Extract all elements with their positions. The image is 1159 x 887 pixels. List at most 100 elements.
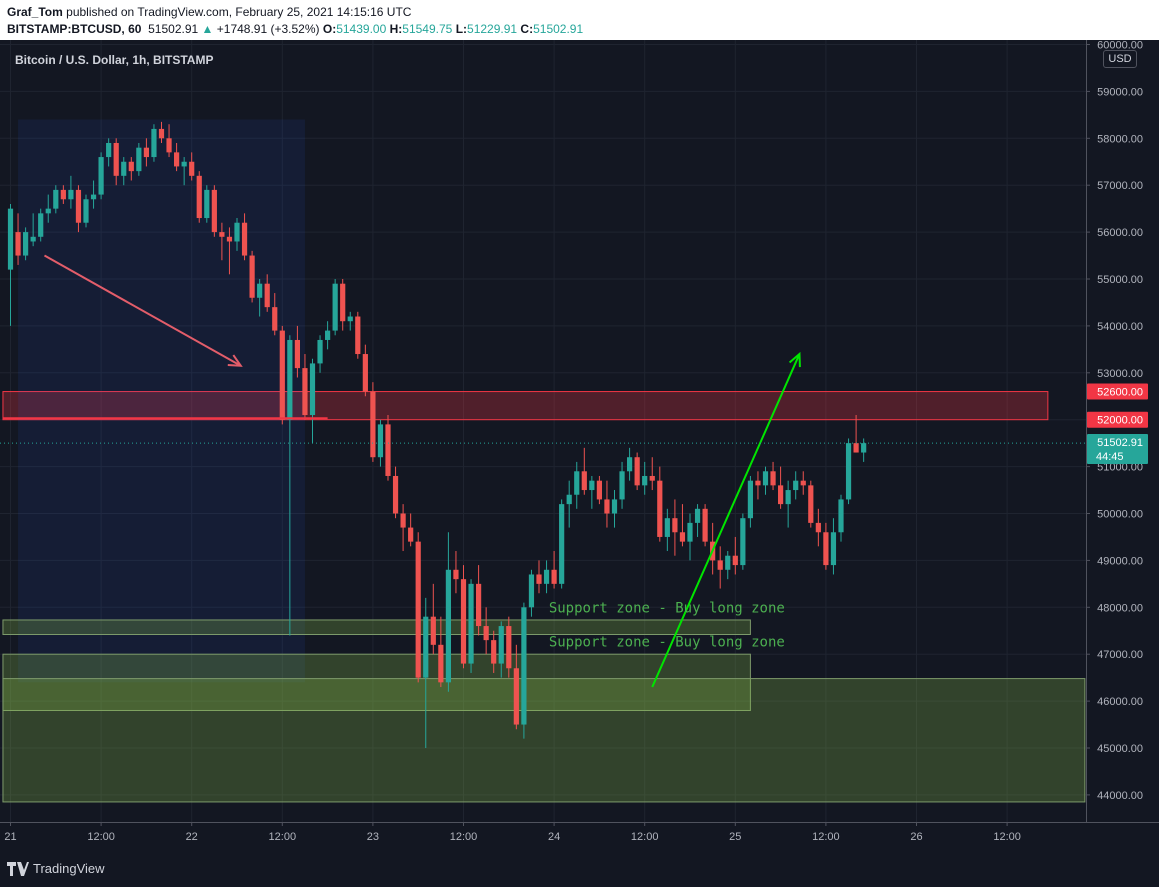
candle[interactable] (755, 471, 761, 500)
candle[interactable] (657, 466, 663, 542)
candle[interactable] (596, 475, 602, 505)
candle[interactable] (272, 293, 278, 336)
candle[interactable] (113, 138, 119, 186)
candle[interactable] (543, 560, 550, 594)
candle[interactable] (438, 616, 444, 688)
candle[interactable] (815, 508, 821, 547)
candle[interactable] (445, 532, 451, 692)
candle[interactable] (528, 569, 535, 617)
candle[interactable] (536, 560, 542, 594)
candle[interactable] (793, 471, 799, 500)
candle[interactable] (687, 513, 693, 561)
candle[interactable] (332, 279, 338, 336)
candle[interactable] (166, 124, 172, 158)
candle[interactable] (823, 522, 829, 570)
candle[interactable] (90, 180, 97, 209)
candle[interactable] (340, 279, 346, 331)
candle[interactable] (762, 466, 769, 495)
candle[interactable] (234, 218, 240, 251)
price-chart[interactable]: Support zone - Buy long zone Support zone… (0, 40, 1159, 852)
candle[interactable] (634, 452, 640, 491)
candle[interactable] (649, 457, 655, 491)
support-zone[interactable] (2, 678, 1086, 803)
currency-button[interactable]: USD (1103, 50, 1137, 68)
candle[interactable] (38, 208, 44, 242)
candle[interactable] (204, 185, 210, 223)
candle[interactable] (453, 551, 459, 594)
candle[interactable] (264, 274, 270, 312)
candle[interactable] (45, 194, 51, 223)
candle[interactable] (121, 157, 127, 186)
candle[interactable] (294, 325, 300, 378)
candle[interactable] (732, 536, 738, 575)
support-zone[interactable] (2, 619, 751, 636)
candle[interactable] (211, 185, 217, 237)
candle[interactable] (23, 227, 29, 261)
candle[interactable] (151, 124, 157, 162)
candle[interactable] (491, 630, 497, 673)
candle[interactable] (400, 504, 406, 552)
candle[interactable] (302, 354, 308, 420)
candle[interactable] (317, 335, 323, 373)
chart-area[interactable]: Support zone - Buy long zone Support zone… (0, 40, 1159, 887)
tradingview-logo-icon[interactable] (7, 862, 29, 876)
candle[interactable] (60, 185, 66, 204)
trend-arrow-line[interactable] (43, 254, 242, 367)
candle[interactable] (362, 344, 368, 397)
candle[interactable] (672, 499, 678, 556)
candle[interactable] (619, 461, 625, 509)
candle[interactable] (679, 504, 686, 547)
candle[interactable] (604, 480, 610, 528)
candle[interactable] (415, 532, 421, 683)
candle[interactable] (476, 565, 482, 636)
candle[interactable] (370, 382, 376, 462)
time-axis[interactable] (0, 822, 1159, 852)
candle[interactable] (7, 203, 14, 326)
candle[interactable] (98, 152, 104, 200)
candle[interactable] (392, 466, 399, 519)
candle[interactable] (513, 644, 519, 730)
candle[interactable] (174, 142, 180, 172)
candle[interactable] (181, 157, 187, 186)
downtrend_box-zone[interactable] (18, 119, 305, 683)
candle[interactable] (430, 583, 436, 655)
candle[interactable] (551, 551, 557, 589)
candle[interactable] (468, 579, 474, 673)
candle[interactable] (611, 490, 618, 528)
candle[interactable] (423, 597, 429, 748)
candle[interactable] (694, 504, 701, 537)
candle[interactable] (808, 480, 814, 528)
candle[interactable] (68, 175, 74, 209)
resistance-zone[interactable] (2, 391, 1049, 421)
candle[interactable] (770, 461, 776, 491)
candle[interactable] (747, 475, 753, 528)
candle[interactable] (830, 518, 837, 575)
candle[interactable] (226, 227, 233, 275)
candle[interactable] (30, 213, 36, 247)
candle[interactable] (845, 438, 852, 505)
trend-arrow-line[interactable] (651, 353, 801, 688)
candle[interactable] (385, 415, 391, 481)
candle[interactable] (325, 321, 331, 350)
candle[interactable] (75, 185, 82, 233)
candle[interactable] (287, 335, 293, 636)
candle[interactable] (309, 358, 316, 444)
candle[interactable] (158, 121, 165, 143)
candle[interactable] (664, 508, 670, 552)
candle[interactable] (725, 551, 731, 580)
candle[interactable] (740, 513, 746, 570)
candle[interactable] (189, 152, 195, 181)
candle[interactable] (627, 447, 633, 481)
candle[interactable] (506, 616, 512, 678)
candle[interactable] (143, 138, 149, 167)
candle[interactable] (219, 222, 225, 261)
candle[interactable] (249, 250, 255, 303)
candle[interactable] (15, 213, 21, 265)
candle[interactable] (196, 171, 202, 223)
candle[interactable] (581, 447, 587, 495)
candle[interactable] (778, 466, 784, 509)
candle[interactable] (574, 461, 580, 509)
candle[interactable] (408, 513, 414, 547)
candle[interactable] (702, 504, 708, 547)
candle[interactable] (279, 325, 285, 425)
